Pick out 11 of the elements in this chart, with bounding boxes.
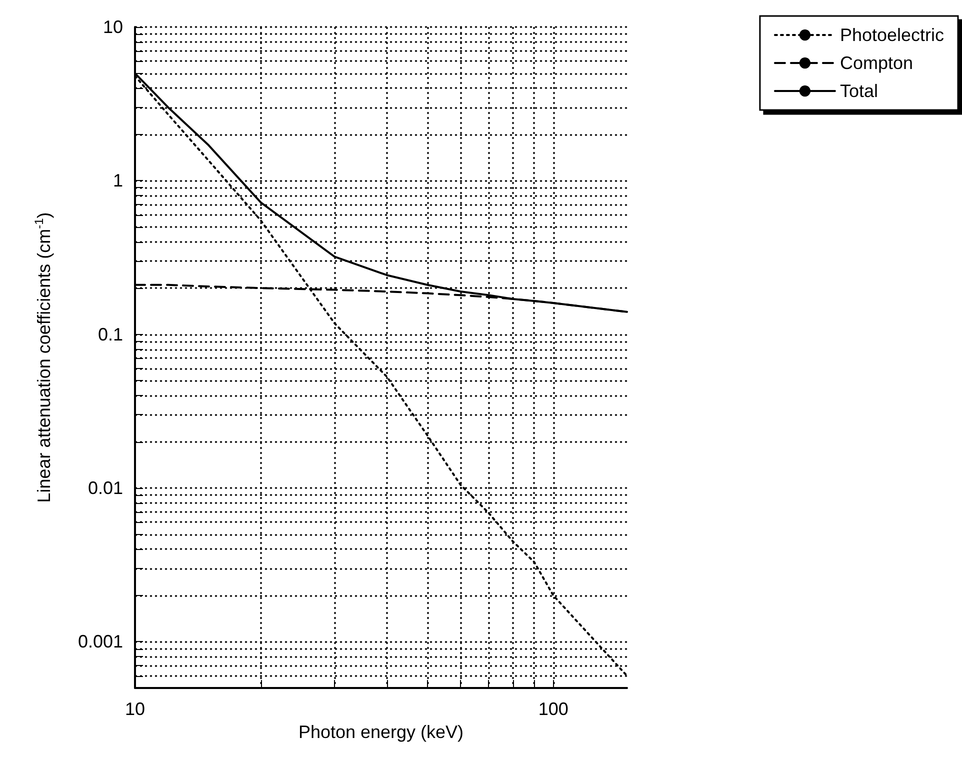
x-axis-title: Photon energy (keV) [298,722,464,742]
y-tick-label: 0.01 [88,478,123,498]
y-tick-label: 10 [102,17,123,37]
legend-label: Compton [840,53,913,73]
legend-label: Photoelectric [840,25,944,45]
legend-label: Total [840,81,878,101]
y-tick-label: 0.1 [98,324,123,344]
x-tick-label: 100 [538,699,568,719]
y-axis-title: Linear attenuation coefficients (cm-1) [32,212,54,503]
y-tick-label: 0.001 [78,632,123,652]
y-tick-label: 1 [112,170,123,191]
